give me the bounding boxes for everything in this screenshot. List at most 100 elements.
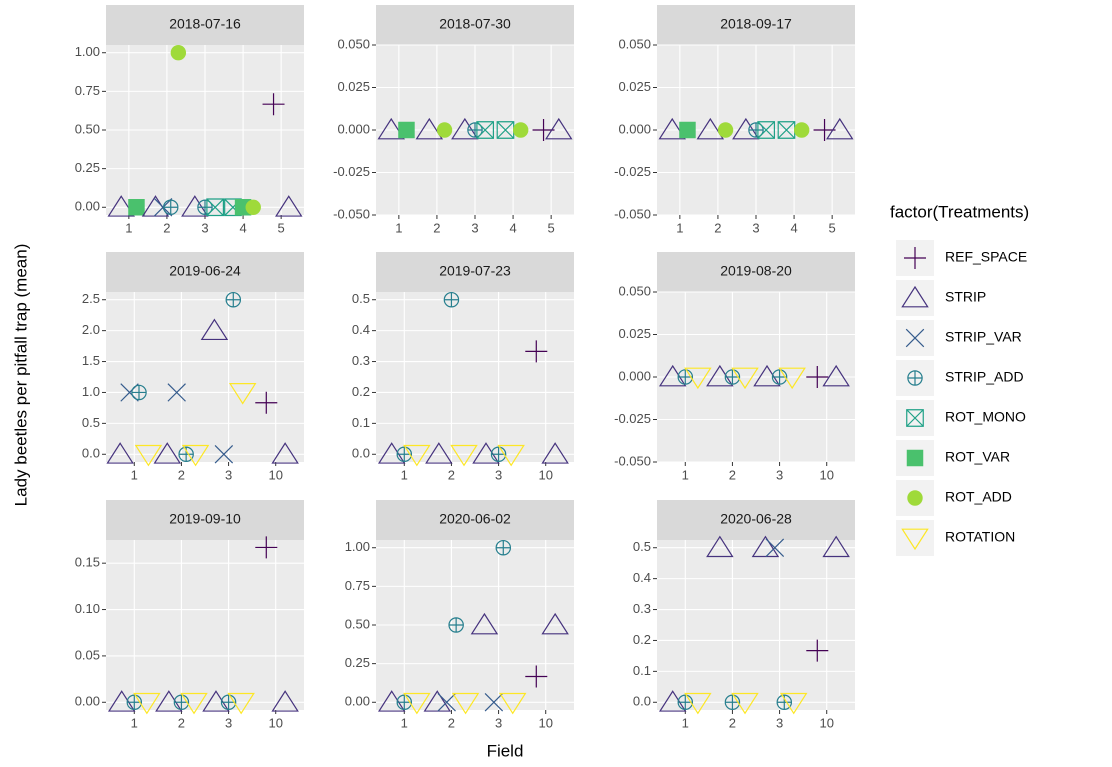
x-tick-label: 1 <box>401 467 408 482</box>
point <box>131 384 147 401</box>
y-tick-label: 0.15 <box>75 555 100 570</box>
point <box>134 444 163 467</box>
x-tick-label: 5 <box>829 220 836 235</box>
strip-label: 2018-07-30 <box>439 16 511 32</box>
y-tick-label: 0.5 <box>352 291 370 306</box>
point <box>498 692 527 715</box>
point <box>133 692 161 715</box>
point <box>162 199 179 215</box>
point <box>173 694 190 710</box>
y-tick-label: 0.0 <box>82 446 100 461</box>
strip <box>106 252 304 292</box>
point <box>731 692 759 715</box>
panel-background <box>106 292 304 462</box>
y-axis-title: Lady beetles per pitfall trap (mean) <box>11 244 30 507</box>
point <box>126 694 143 710</box>
strip-label: 2019-09-10 <box>169 511 241 527</box>
strip <box>657 252 855 292</box>
point <box>437 693 456 712</box>
point <box>757 121 776 139</box>
point <box>684 367 712 390</box>
y-tick-label: 0.1 <box>352 415 370 430</box>
legend-key <box>896 520 934 556</box>
y-tick-label: -0.050 <box>333 206 370 221</box>
strip-label: 2019-06-24 <box>169 263 241 279</box>
point <box>448 617 464 633</box>
x-tick-label: 1 <box>131 467 138 482</box>
point <box>170 45 187 61</box>
x-tick-label: 10 <box>819 467 833 482</box>
point <box>793 122 810 138</box>
legend-symbol <box>901 528 929 551</box>
point <box>200 318 229 341</box>
x-tick-label: 1 <box>401 715 408 730</box>
x-tick-label: 3 <box>752 220 759 235</box>
point <box>778 367 806 390</box>
y-tick-label: 1.0 <box>82 384 100 399</box>
x-tick-label: 5 <box>548 220 555 235</box>
x-tick-label: 5 <box>278 220 285 235</box>
legend-symbol <box>904 247 926 269</box>
x-tick-label: 10 <box>538 715 552 730</box>
x-tick-label: 2 <box>448 715 455 730</box>
y-tick-label: 0.3 <box>352 353 370 368</box>
point <box>271 442 299 464</box>
x-tick-label: 1 <box>125 220 132 235</box>
y-tick-label: 0.25 <box>345 655 370 670</box>
point <box>732 117 760 140</box>
legend-label: STRIP_ADD <box>945 369 1024 385</box>
point <box>153 442 182 464</box>
y-tick-label: 0.3 <box>633 601 651 616</box>
x-tick-label: 10 <box>268 467 282 482</box>
point <box>451 117 479 140</box>
y-tick-label: 0.050 <box>618 36 651 51</box>
legend-symbol <box>906 409 924 427</box>
y-tick-label: -0.025 <box>333 164 370 179</box>
point <box>377 442 406 464</box>
x-tick-label: 1 <box>682 467 689 482</box>
x-tick-label: 4 <box>239 220 246 235</box>
strip <box>657 500 855 540</box>
y-tick-label: 0.5 <box>633 539 651 554</box>
panel-background <box>106 540 304 710</box>
point <box>545 117 573 140</box>
point <box>377 117 405 140</box>
point <box>403 444 431 467</box>
y-tick-label: 0.4 <box>352 322 370 337</box>
legend-label: ROT_MONO <box>945 409 1026 425</box>
x-tick-label: 2 <box>729 467 736 482</box>
x-tick-label: 4 <box>509 220 516 235</box>
x-tick-label: 10 <box>538 467 552 482</box>
point <box>748 122 764 138</box>
y-tick-label: 0.000 <box>337 121 370 136</box>
point <box>228 383 257 405</box>
point <box>826 117 854 140</box>
point <box>396 446 413 462</box>
y-tick-label: 0.000 <box>618 368 651 383</box>
point <box>484 693 504 712</box>
y-tick-label: 1.00 <box>345 539 370 554</box>
point <box>106 442 134 464</box>
point <box>467 122 483 138</box>
point <box>245 199 261 215</box>
legend-symbol <box>901 285 929 308</box>
y-tick-label: 2.0 <box>82 322 100 337</box>
legend-label: STRIP <box>945 289 986 305</box>
strip-label: 2020-06-28 <box>720 511 792 527</box>
x-tick-label: 2 <box>163 220 170 235</box>
strip-label: 2019-07-23 <box>439 263 511 279</box>
point <box>777 121 796 139</box>
x-tick-label: 2 <box>729 715 736 730</box>
y-tick-label: 0.2 <box>352 384 370 399</box>
point <box>214 445 234 464</box>
point <box>107 195 135 217</box>
x-tick-label: 3 <box>225 467 232 482</box>
panel-background <box>376 292 574 462</box>
point <box>822 535 850 558</box>
y-tick-label: 1.00 <box>75 44 100 59</box>
y-tick-label: 0.2 <box>633 632 651 647</box>
y-tick-label: 0.4 <box>633 570 651 585</box>
legend-symbol <box>907 490 923 506</box>
point <box>679 121 696 139</box>
x-tick-label: 3 <box>776 467 783 482</box>
